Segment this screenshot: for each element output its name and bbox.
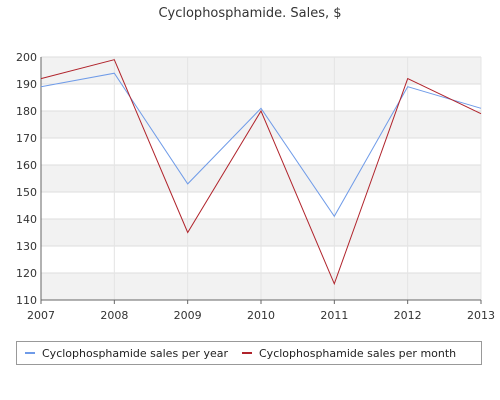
y-tick-label: 110 [16, 294, 37, 307]
legend-item-1: Cyclophosphamide sales per year [25, 347, 228, 360]
x-tick-label: 2008 [100, 309, 128, 322]
y-tick-label: 160 [16, 159, 37, 172]
series-line-1 [40, 72, 482, 218]
y-tick-label: 200 [16, 51, 37, 64]
legend-swatch [242, 352, 252, 354]
x-tick-label: 2010 [247, 309, 275, 322]
axes [40, 57, 482, 304]
y-axis-tick-labels: 110 120 130 140 150 160 170 180 190 200 [16, 51, 37, 307]
y-tick-label: 180 [16, 105, 37, 118]
legend-label: Cyclophosphamide sales per month [259, 346, 457, 360]
x-axis-tick-labels: 2007 2008 2009 2010 2011 2012 2013 [27, 309, 495, 322]
x-tick-label: 2011 [320, 309, 348, 322]
x-tick-label: 2013 [467, 309, 495, 322]
y-tick-label: 140 [16, 213, 37, 226]
legend-label: Cyclophosphamide sales per year [42, 346, 228, 360]
series-line-2 [40, 59, 482, 286]
legend-swatch [25, 352, 35, 354]
x-tick-label: 2007 [27, 309, 55, 322]
x-tick-label: 2009 [174, 309, 202, 322]
y-tick-label: 170 [16, 132, 37, 145]
x-tick-label: 2012 [394, 309, 422, 322]
y-tick-label: 130 [16, 240, 37, 253]
legend-item-2: Cyclophosphamide sales per month [242, 347, 456, 360]
series-lines [40, 59, 482, 286]
y-tick-label: 190 [16, 78, 37, 91]
legend: Cyclophosphamide sales per year Cyclophos… [16, 341, 482, 365]
y-tick-label: 120 [16, 267, 37, 280]
y-tick-label: 150 [16, 186, 37, 199]
chart-title: Cyclophosphamide. Sales, $ [158, 6, 342, 21]
